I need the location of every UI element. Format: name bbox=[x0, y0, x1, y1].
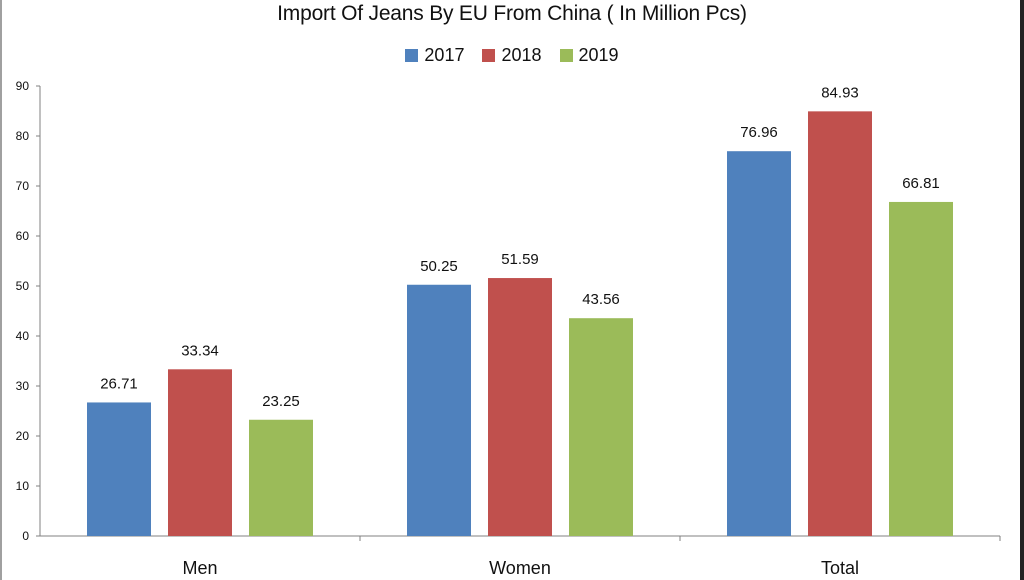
y-tick-label: 0 bbox=[22, 529, 29, 543]
legend-label-2018: 2018 bbox=[501, 45, 542, 65]
x-category-label: Total bbox=[821, 558, 859, 578]
legend-swatch-2017 bbox=[405, 49, 419, 62]
legend-swatch-2018 bbox=[482, 49, 496, 62]
x-category-label: Men bbox=[182, 558, 217, 578]
legend-label-2017: 2017 bbox=[424, 45, 465, 65]
y-tick-label: 60 bbox=[16, 229, 30, 243]
data-label: 51.59 bbox=[501, 251, 539, 268]
legend-item-2018: 2018 bbox=[482, 45, 542, 66]
legend-label-2019: 2019 bbox=[578, 45, 619, 65]
chart-legend: 2017 2018 2019 bbox=[0, 45, 1024, 66]
bar-2017-men bbox=[87, 402, 151, 536]
data-label: 26.71 bbox=[100, 375, 138, 392]
y-tick-label: 50 bbox=[16, 279, 30, 293]
y-tick-label: 30 bbox=[16, 379, 30, 393]
legend-item-2017: 2017 bbox=[405, 45, 464, 66]
data-label: 33.34 bbox=[181, 342, 219, 359]
bar-2018-total bbox=[808, 111, 872, 536]
bar-2019-women bbox=[569, 318, 633, 536]
y-tick-label: 40 bbox=[16, 329, 30, 343]
legend-swatch-2019 bbox=[559, 49, 573, 62]
data-label: 84.93 bbox=[821, 84, 859, 101]
data-label: 50.25 bbox=[420, 258, 458, 275]
y-tick-label: 80 bbox=[16, 129, 30, 143]
data-label: 23.25 bbox=[262, 393, 300, 410]
bar-2018-men bbox=[168, 369, 232, 536]
bar-2017-women bbox=[407, 284, 471, 536]
data-label: 66.81 bbox=[902, 175, 940, 192]
y-tick-label: 20 bbox=[16, 429, 30, 443]
data-label: 76.96 bbox=[740, 124, 778, 141]
y-tick-label: 70 bbox=[16, 179, 30, 193]
data-label: 43.56 bbox=[582, 291, 620, 308]
chart-title: Import Of Jeans By EU From China ( In Mi… bbox=[277, 2, 747, 25]
y-tick-label: 10 bbox=[16, 479, 30, 493]
bar-2018-women bbox=[488, 278, 552, 536]
legend-item-2019: 2019 bbox=[559, 45, 619, 66]
bar-2017-total bbox=[727, 151, 791, 536]
y-tick-label: 90 bbox=[16, 79, 30, 93]
x-category-label: Women bbox=[489, 558, 551, 578]
bar-2019-total bbox=[889, 201, 953, 536]
bar-2019-men bbox=[249, 419, 313, 536]
